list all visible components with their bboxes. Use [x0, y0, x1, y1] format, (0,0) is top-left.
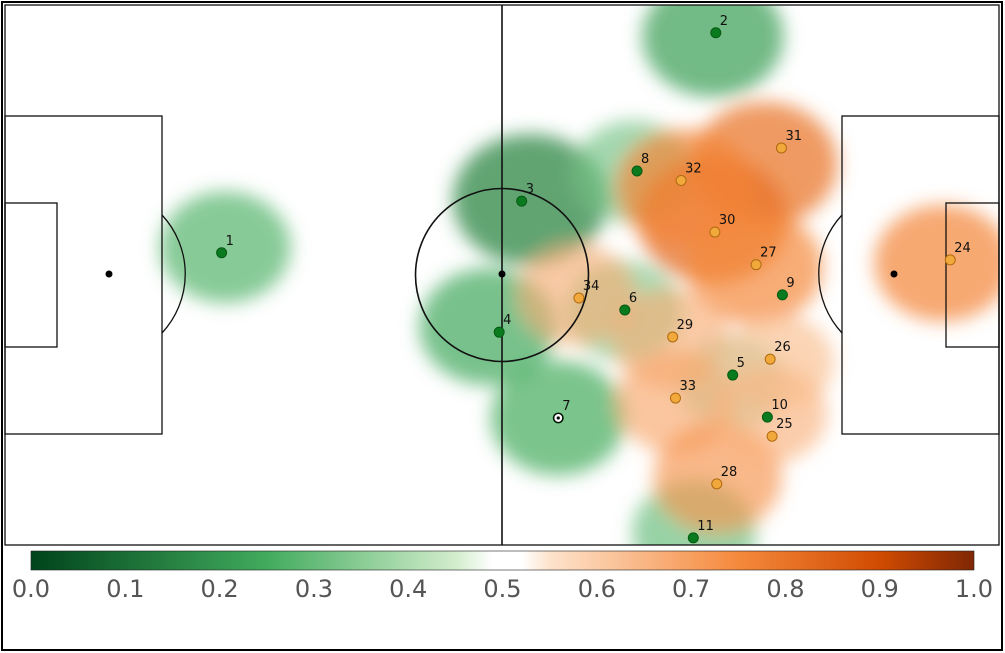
- player-28-label: 28: [721, 465, 738, 480]
- player-11-label: 11: [697, 519, 714, 534]
- player-3-label: 3: [526, 182, 534, 197]
- ball-center-patch: [556, 416, 560, 420]
- player-30-marker: [709, 226, 721, 238]
- player-4-label: 4: [503, 313, 511, 328]
- player-4-marker: [493, 326, 505, 338]
- player-28-marker: [711, 478, 723, 490]
- player-26-marker: [764, 353, 776, 365]
- player-6-label: 6: [629, 291, 637, 306]
- player-10-marker: [761, 411, 773, 423]
- colorbar-tick-label: 0.9: [861, 575, 899, 603]
- player-5-marker: [727, 369, 739, 381]
- player-2-marker: [710, 27, 722, 39]
- player-27-label: 27: [760, 246, 777, 261]
- colorbar-tick-label: 0.7: [672, 575, 710, 603]
- player-1-marker: [216, 247, 228, 259]
- colorbar-tick-label: 0.6: [578, 575, 616, 603]
- colorbar: [30, 550, 975, 571]
- player-8-marker: [631, 165, 643, 177]
- player-2-label: 2: [720, 14, 728, 29]
- player-34-label: 34: [583, 279, 600, 294]
- pitch-markings: [4, 4, 1000, 546]
- right-penalty-arc: [818, 214, 843, 334]
- control-region-3: [452, 133, 608, 266]
- colorbar-ticks: 0.0 0.1 0.2 0.3 0.4 0.5 0.6 0.7 0.8 0.9 1.0: [12, 575, 993, 603]
- control-region-12: [616, 129, 754, 247]
- player-9-label: 9: [786, 276, 794, 291]
- control-region-1: [160, 191, 291, 303]
- player-32-label: 32: [685, 162, 702, 177]
- player-29-label: 29: [677, 318, 694, 333]
- player-5-label: 5: [737, 356, 745, 371]
- control-region-20: [723, 314, 835, 410]
- player-11-marker: [687, 532, 699, 544]
- player-8-label: 8: [641, 152, 649, 167]
- ball-marker: [553, 412, 564, 424]
- colorbar-tick-label: 1.0: [955, 575, 993, 603]
- centre-circle: [414, 187, 590, 363]
- player-26-label: 26: [774, 340, 791, 355]
- player-24-label: 24: [954, 241, 971, 256]
- control-region-2: [642, 5, 784, 97]
- colorbar-tick-label: 0.0: [12, 575, 50, 603]
- player-24-marker: [944, 254, 956, 266]
- right-six-yard-box: [945, 202, 1000, 348]
- colorbar-tick-label: 0.3: [295, 575, 333, 603]
- player-33-label: 33: [679, 379, 696, 394]
- colorbar-tick-label: 0.8: [766, 575, 804, 603]
- player-34-marker: [573, 292, 585, 304]
- player-29-marker: [667, 331, 679, 343]
- control-region-14: [874, 204, 999, 322]
- player-27-marker: [750, 259, 762, 271]
- player-1-label: 1: [226, 234, 234, 249]
- player-7-label: 7: [562, 399, 570, 414]
- right-penalty-spot: [890, 270, 898, 278]
- player-30-label: 30: [719, 213, 736, 228]
- player-6-marker: [619, 304, 631, 316]
- left-penalty-arc: [161, 214, 186, 334]
- colorbar-tick-label: 0.1: [106, 575, 144, 603]
- player-32-marker: [675, 175, 687, 186]
- player-9-marker: [776, 289, 788, 301]
- colorbar-tick-label: 0.5: [483, 575, 521, 603]
- colorbar-tick-label: 0.4: [389, 575, 427, 603]
- left-six-yard-box: [4, 202, 58, 348]
- player-10-label: 10: [771, 398, 788, 413]
- player-3-marker: [516, 195, 528, 207]
- player-33-marker: [669, 392, 681, 404]
- colorbar-tick-label: 0.2: [201, 575, 239, 603]
- player-25-marker: [766, 430, 778, 442]
- player-25-label: 25: [776, 417, 793, 432]
- left-penalty-spot: [105, 270, 113, 278]
- player-31-label: 31: [785, 129, 802, 144]
- player-31-marker: [775, 142, 787, 154]
- centre-spot: [498, 270, 506, 278]
